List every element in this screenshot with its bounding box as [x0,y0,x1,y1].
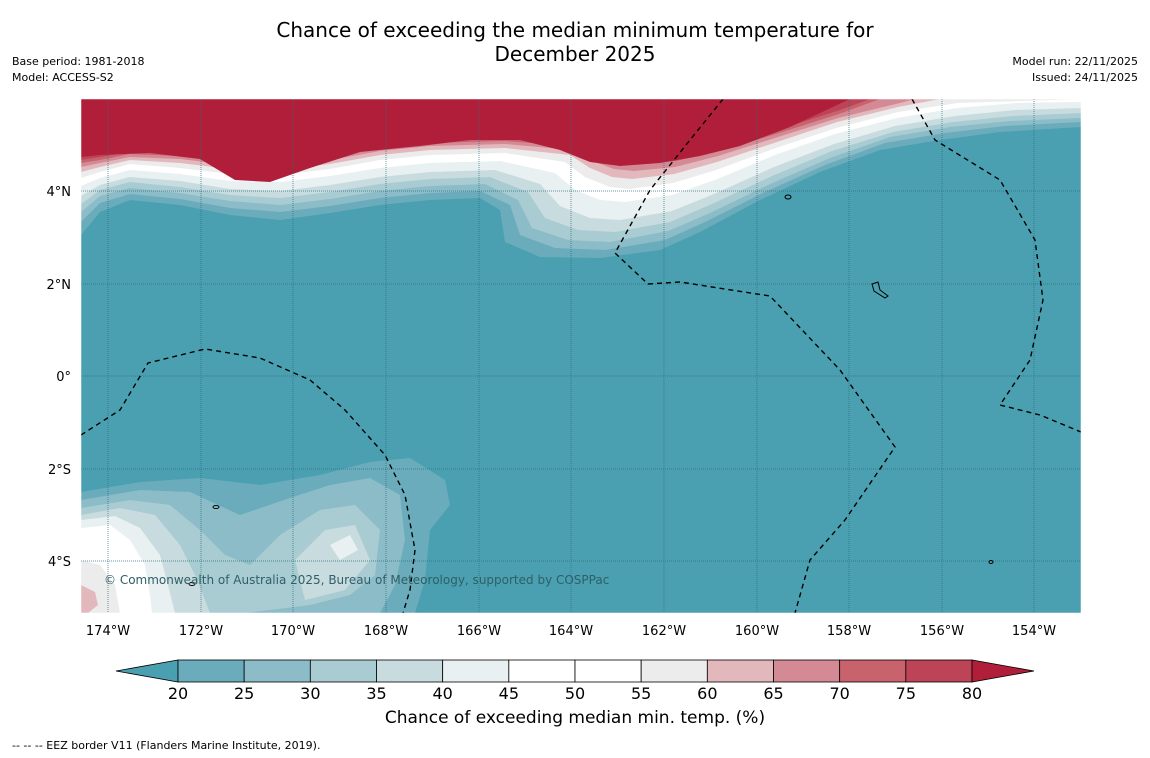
colorbar-tick-label: 65 [763,684,783,703]
lat-label: 4°S [48,555,71,570]
colorbar-band [243,659,311,683]
lon-label: 172°W [179,624,223,639]
base-period: Base period: 1981-2018 [12,55,145,68]
islands [188,194,994,586]
colorbar-title: Chance of exceeding median min. temp. (%… [384,708,766,728]
colorbar-tick-label: 70 [829,684,849,703]
colorbar-band [773,659,841,683]
colorbar-band [839,659,907,683]
colorbar-tick-label: 60 [697,684,717,703]
colorbar-tick-label: 55 [631,684,651,703]
colorbar-tick-label: 75 [896,684,916,703]
issued-date: Issued: 24/11/2025 [1031,71,1138,84]
colorbar: 20 25 30 35 40 45 50 55 60 65 70 75 80 [115,659,1035,703]
colorbar-band [905,659,973,683]
colorbar-bands [177,659,973,683]
colorbar-tick-label: 35 [366,684,386,703]
colorbar-band [376,659,444,683]
map-area: © Commonwealth of Australia 2025, Bureau… [81,99,1081,613]
lon-label: 156°W [920,624,964,639]
eez-borders [81,99,1081,613]
lat-label: 2°S [48,463,71,478]
lon-label: 160°W [735,624,779,639]
chart-title: Chance of exceeding the median minimum t… [0,18,1150,66]
lon-label: 170°W [271,624,315,639]
colorbar-band [706,659,774,683]
model-name: Model: ACCESS-S2 [12,71,114,84]
eez-footnote: -- -- -- EEZ border V11 (Flanders Marine… [12,739,321,752]
colorbar-tick-label: 80 [962,684,982,703]
colorbar-tick-labels: 20 25 30 35 40 45 50 55 60 65 70 75 80 [168,684,982,703]
colorbar-band [309,659,377,683]
colorbar-tick-label: 20 [168,684,188,703]
colorbar-tick-label: 45 [499,684,519,703]
lon-label: 168°W [364,624,408,639]
colorbar-tick-label: 25 [234,684,254,703]
latitude-labels: 4°N 2°N 0° 2°S 4°S [47,185,72,570]
north-anomaly-bands [81,99,1081,258]
colorbar-band [574,659,642,683]
southwest-anomaly-bands [81,458,450,613]
colorbar-tick-label: 40 [432,684,452,703]
colorbar-band [640,659,708,683]
lon-label: 164°W [549,624,593,639]
map-frame [80,98,1082,614]
lon-label: 174°W [86,624,130,639]
lon-label: 162°W [642,624,686,639]
north-warm-anomaly [81,99,850,182]
colorbar-tick-label: 50 [565,684,585,703]
meta-right: Model run: 22/11/2025 Issued: 24/11/2025 [1012,54,1138,86]
model-run: Model run: 22/11/2025 [1012,55,1138,68]
colorbar-band [508,659,576,683]
colorbar-tick-label: 30 [300,684,320,703]
title-line-1: Chance of exceeding the median minimum t… [276,18,874,42]
colorbar-above-extension [971,659,1035,683]
graticule [81,99,1081,613]
lat-label: 0° [56,370,71,385]
lon-label: 154°W [1012,624,1056,639]
colorbar-below-extension [115,659,179,683]
copyright-text: © Commonwealth of Australia 2025, Bureau… [104,573,609,587]
colorbar-band [177,659,245,683]
lon-label: 158°W [827,624,871,639]
lon-label: 166°W [457,624,501,639]
title-line-2: December 2025 [494,42,656,66]
lat-label: 2°N [47,278,72,293]
colorbar-band [442,659,510,683]
longitude-labels: 174°W 172°W 170°W 168°W 166°W 164°W 162°… [86,624,1056,639]
lat-label: 4°N [47,185,72,200]
meta-left: Base period: 1981-2018 Model: ACCESS-S2 [12,54,144,86]
